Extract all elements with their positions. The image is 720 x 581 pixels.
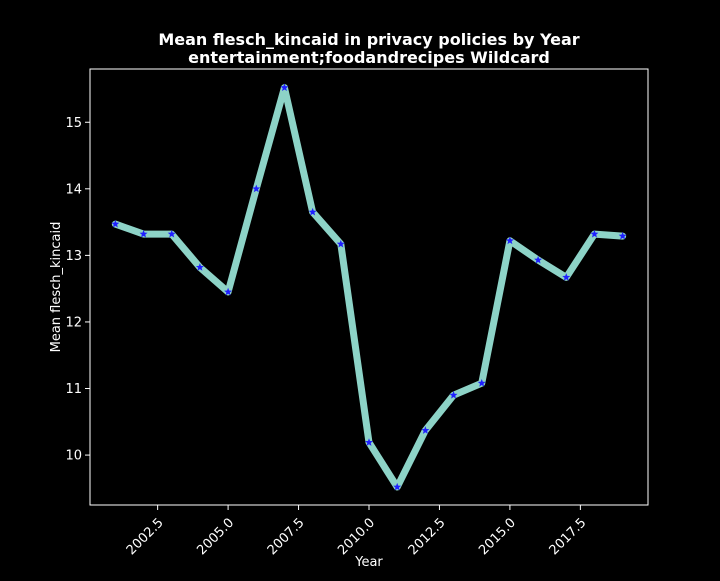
data-point: [195, 263, 204, 271]
x-tick-label: 2017.5: [547, 515, 590, 558]
chart-title-line1: Mean flesch_kincaid in privacy policies …: [158, 30, 579, 49]
data-point: [534, 255, 543, 264]
x-tick-label: 2012.5: [406, 515, 449, 558]
x-tick-label: 2002.5: [124, 515, 167, 558]
y-tick-label: 11: [65, 382, 82, 397]
data-point: [252, 184, 261, 193]
data-point: [477, 378, 486, 387]
data-point: [393, 482, 402, 491]
y-tick-label: 15: [65, 116, 82, 131]
data-point: [167, 229, 176, 238]
series-line: [111, 84, 627, 491]
x-axis: 2002.5 2005.0 2007.5 2010.0 2012.5 2015.0 2017…: [124, 505, 590, 558]
series-layer: [111, 83, 627, 491]
data-point: [111, 219, 120, 228]
y-axis-label: Mean flesch_kincaid: [49, 222, 64, 353]
y-tick-label: 12: [65, 315, 82, 330]
data-point: [280, 83, 289, 92]
data-point: [562, 273, 571, 281]
x-tick-label: 2007.5: [265, 515, 308, 558]
data-point: [421, 426, 430, 434]
data-point: [449, 390, 458, 399]
x-tick-label: 2010.0: [335, 515, 378, 558]
data-point: [224, 287, 233, 296]
chart-title-line2: entertainment;foodandrecipes Wildcard: [188, 48, 550, 67]
x-tick-label: 2005.0: [194, 515, 237, 558]
x-tick-label: 2015.0: [476, 515, 519, 558]
data-point: [590, 229, 599, 238]
data-point: [505, 236, 514, 245]
x-axis-label: Year: [354, 555, 383, 570]
data-point: [365, 438, 373, 446]
data-point: [308, 207, 317, 216]
y-axis: 10 11 12 13 14 15: [65, 116, 90, 464]
y-tick-label: 10: [65, 449, 82, 464]
data-point: [618, 231, 627, 240]
data-point: [336, 239, 345, 248]
y-tick-label: 13: [65, 249, 82, 264]
data-point: [139, 229, 148, 238]
y-tick-label: 14: [65, 182, 82, 197]
